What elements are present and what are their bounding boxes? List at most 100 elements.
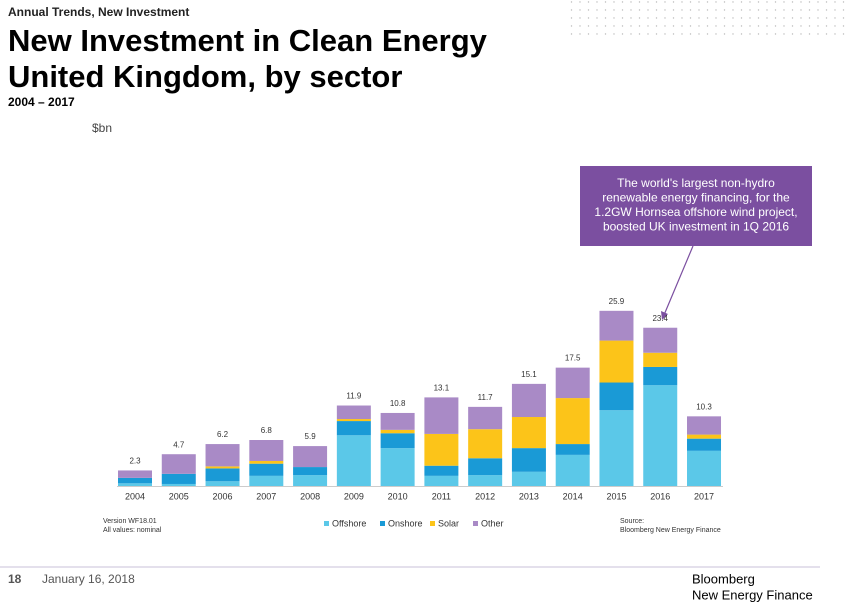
- total-label: 13.1: [434, 384, 450, 393]
- x-tick-label: 2011: [432, 491, 451, 501]
- bar-segment: [161, 483, 196, 486]
- bar-segment: [555, 367, 590, 399]
- logo: New Energy Finance: [692, 587, 813, 602]
- bar-segment: [336, 419, 371, 422]
- x-tick-label: 2010: [388, 491, 408, 501]
- total-label: 5.9: [305, 432, 317, 441]
- bar-segment: [380, 448, 415, 486]
- legend-label: Solar: [438, 518, 459, 528]
- annotation-text: The world's largest non-hydro: [617, 176, 775, 190]
- bar-segment: [424, 475, 459, 486]
- bar-segment: [424, 397, 459, 434]
- bar-segment: [205, 466, 240, 469]
- legend-label: Other: [481, 518, 504, 528]
- bar-segment: [118, 483, 152, 486]
- date: January 16, 2018: [42, 572, 135, 586]
- bar-segment: [293, 446, 328, 468]
- bar-segment: [249, 475, 284, 486]
- bar-segment: [687, 450, 722, 486]
- page-number: 18: [8, 572, 22, 586]
- annotation-text: 1.2GW Hornsea offshore wind project,: [594, 205, 797, 219]
- bar-segment: [555, 454, 590, 486]
- title-line: New Investment in Clean Energy: [8, 23, 488, 58]
- x-tick-label: 2012: [475, 491, 495, 501]
- x-tick-label: 2009: [344, 491, 364, 501]
- bar-segment: [424, 433, 459, 466]
- annotation-arrow: [663, 245, 694, 316]
- bar-segment: [555, 398, 590, 445]
- source: Source:: [620, 518, 644, 525]
- legend-swatch: [473, 521, 478, 526]
- annotation-box: [580, 166, 812, 246]
- bar-segment: [468, 429, 503, 459]
- total-label: 11.7: [478, 393, 494, 402]
- bar-segment: [293, 467, 328, 476]
- bar-segment: [336, 421, 371, 436]
- bar-segment: [643, 385, 678, 486]
- bar-segment: [643, 352, 678, 367]
- x-tick-label: 2007: [256, 491, 276, 501]
- bar-segment: [468, 458, 503, 476]
- bar-segment: [511, 471, 546, 486]
- bar-segment: [118, 470, 152, 478]
- total-label: 15.1: [521, 370, 537, 379]
- annotation-text: renewable energy financing, for the: [602, 191, 790, 205]
- legend-label: Offshore: [332, 518, 366, 528]
- x-tick-label: 2008: [300, 491, 320, 501]
- x-tick-label: 2006: [213, 491, 233, 501]
- bar-segment: [687, 416, 722, 435]
- total-label: 10.8: [390, 399, 406, 408]
- bar-segment: [468, 475, 503, 486]
- bar-segment: [249, 440, 284, 461]
- bar-segment: [468, 406, 503, 430]
- bar-segment: [336, 435, 371, 486]
- bar-segment: [249, 463, 284, 476]
- total-label: 6.2: [217, 430, 229, 439]
- logo: Bloomberg: [692, 571, 755, 586]
- bar-segment: [643, 327, 678, 353]
- bar-segment: [599, 310, 634, 341]
- bar-segment: [380, 412, 415, 430]
- bar-segment: [687, 438, 722, 451]
- bar-segment: [687, 434, 722, 439]
- bar-segment: [511, 383, 546, 418]
- legend-swatch: [430, 521, 435, 526]
- total-label: 23.4: [652, 314, 668, 323]
- header: Annual Trends, New Investment: [8, 5, 189, 19]
- title-line: United Kingdom, by sector: [8, 59, 402, 94]
- x-tick-label: 2013: [519, 491, 539, 501]
- source: Bloomberg New Energy Finance: [620, 527, 721, 534]
- bar-segment: [249, 460, 284, 464]
- x-tick-label: 2015: [606, 491, 626, 501]
- bar-segment: [643, 366, 678, 386]
- bar-segment: [205, 481, 240, 486]
- x-tick-label: 2016: [650, 491, 670, 501]
- total-label: 2.3: [129, 457, 141, 466]
- bar-segment: [511, 448, 546, 472]
- dot-pattern: [568, 0, 847, 40]
- bar-segment: [599, 340, 634, 383]
- unit-label: $bn: [92, 121, 112, 135]
- legend-swatch: [324, 521, 329, 526]
- bar-segment: [205, 444, 240, 467]
- bar-segment: [293, 475, 328, 486]
- legend-label: Onshore: [388, 518, 423, 528]
- note: Version WF18.01: [103, 518, 157, 525]
- total-label: 4.7: [173, 440, 185, 449]
- x-tick-label: 2005: [169, 491, 189, 501]
- total-label: 10.3: [696, 402, 712, 411]
- bar-segment: [555, 444, 590, 455]
- x-tick-label: 2014: [563, 491, 583, 501]
- bar-segment: [336, 405, 371, 420]
- total-label: 17.5: [565, 354, 581, 363]
- bar-segment: [205, 468, 240, 482]
- bar-segment: [161, 473, 196, 484]
- subtitle: 2004 – 2017: [8, 95, 75, 109]
- bar-segment: [380, 433, 415, 449]
- total-label: 11.9: [346, 392, 362, 401]
- total-label: 25.9: [609, 297, 625, 306]
- bar-segment: [380, 429, 415, 434]
- x-tick-label: 2017: [694, 491, 714, 501]
- bar-segment: [511, 417, 546, 449]
